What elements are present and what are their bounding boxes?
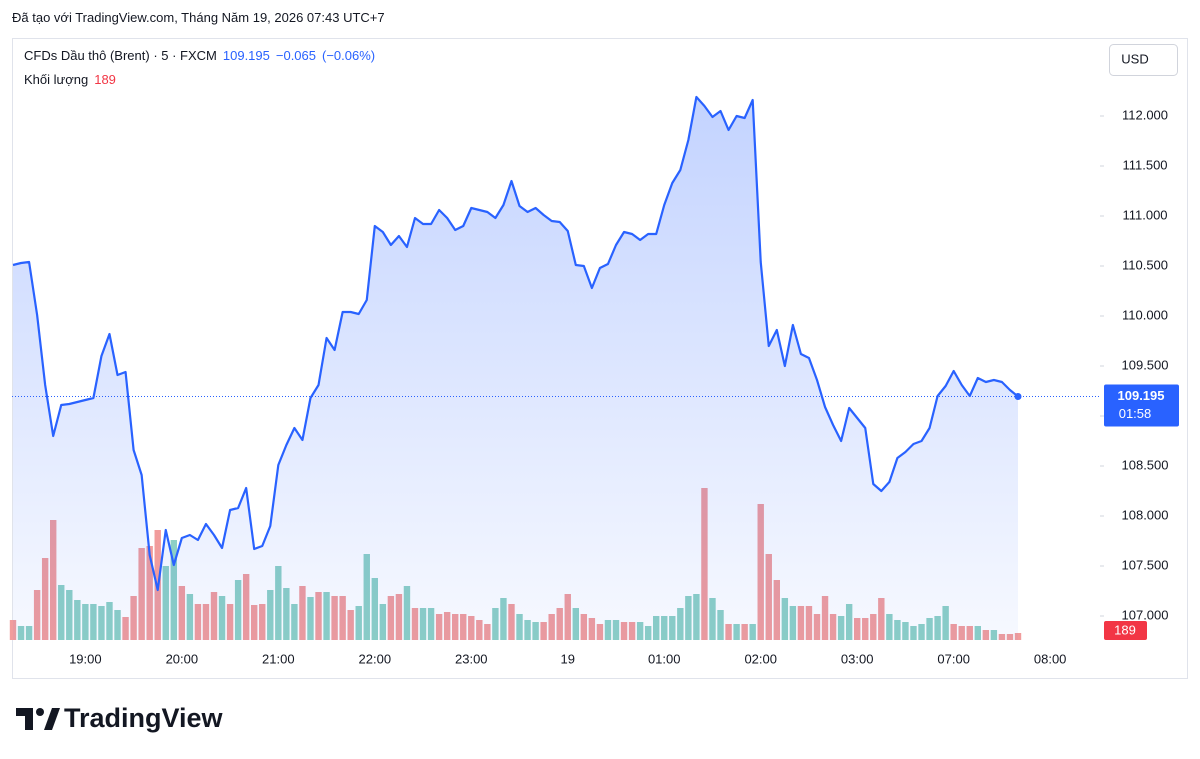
price-area (13, 97, 1018, 640)
y-tick-label: 110.000 (1122, 307, 1168, 322)
chart-frame (12, 38, 1188, 679)
brand: TradingView (64, 703, 224, 733)
legend-symbol: CFDs Dầu thô (Brent) · 5 · FXCM (24, 48, 217, 63)
x-tick-label: 07:00 (937, 651, 970, 666)
x-tick-label: 03:00 (841, 651, 874, 666)
legend-change-pct: (−0.06%) (322, 48, 376, 63)
countdown: 01:58 (1119, 406, 1152, 421)
legend-last: 109.195 (222, 48, 270, 63)
y-tick-label: 108.000 (1122, 507, 1169, 522)
x-tick-label: 20:00 (166, 651, 199, 666)
x-tick-label: 19 (561, 651, 575, 666)
x-tick-label: 23:00 (455, 651, 488, 666)
x-tick-label: 02:00 (744, 651, 777, 666)
legend-volume-last: 189 (94, 72, 116, 87)
legend-volume: Khối lượng 189 (24, 72, 122, 87)
x-tick-label: 01:00 (648, 651, 681, 666)
y-tick-label: 109.500 (1122, 357, 1169, 372)
x-tick-label: 19:00 (69, 651, 102, 666)
x-tick-label: 21:00 (262, 651, 295, 666)
y-tick-label: 108.500 (1122, 457, 1169, 472)
legend-volume-name: Khối lượng (24, 72, 89, 87)
x-tick-label: 08:00 (1034, 651, 1067, 666)
last-volume-label: 189 (1114, 622, 1136, 637)
last-price-badge (1104, 384, 1179, 427)
currency-box[interactable] (1109, 44, 1178, 76)
logo-icon (16, 708, 60, 730)
last-price-dot (1014, 393, 1022, 400)
y-tick-label: 111.500 (1122, 157, 1167, 172)
y-tick-label: 110.500 (1122, 257, 1168, 272)
last-price-label: 109.195 (1118, 388, 1165, 403)
caption: Đã tạo với TradingView.com, Tháng Năm 19… (12, 10, 385, 25)
y-tick-label: 107.500 (1122, 557, 1169, 572)
legend-change: −0.065 (275, 48, 316, 63)
last-volume-badge (1104, 621, 1147, 640)
price-line (12, 95, 1019, 592)
y-tick-label: 107.000 (1122, 607, 1169, 622)
currency[interactable]: USD (1121, 51, 1148, 66)
legend-price: CFDs Dầu thô (Brent) · 5 · FXCM 109.195 −0… (24, 48, 381, 63)
x-tick-label: 22:00 (359, 651, 392, 666)
y-tick-label: 111.000 (1122, 207, 1167, 222)
y-tick-label: 112.000 (1122, 107, 1168, 122)
